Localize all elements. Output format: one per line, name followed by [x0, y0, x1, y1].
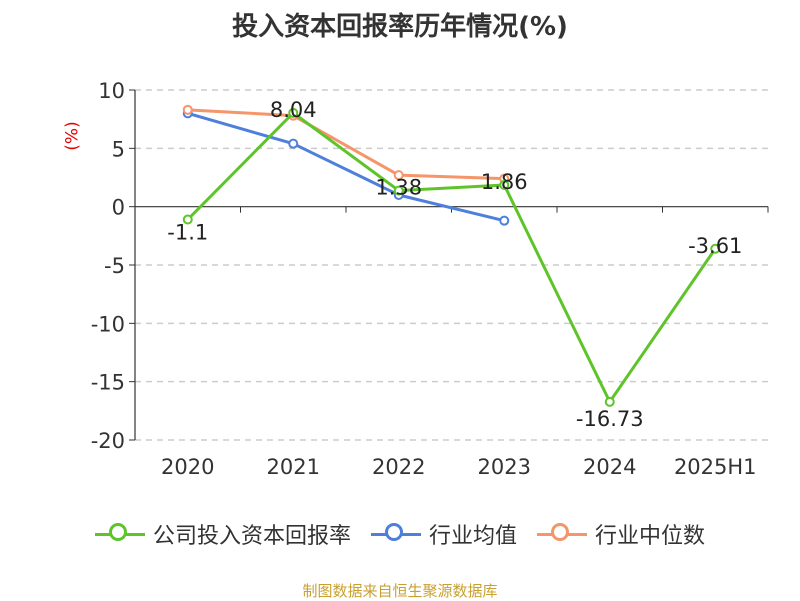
data-point-2 [393, 170, 404, 181]
legend-label-industry-mean: 行业均值 [428, 524, 517, 549]
series-line-0 [186, 111, 717, 404]
data-point-1 [288, 138, 299, 149]
legend-swatch-green-line-icon [94, 522, 145, 546]
data-point-2 [182, 104, 193, 115]
y-tick-label: -15 [91, 371, 125, 395]
x-tick-label: 2023 [478, 455, 531, 479]
x-tick-label: 2025H1 [674, 455, 757, 479]
data-label: 1.86 [481, 170, 528, 194]
legend-swatch-blue-line-icon [370, 522, 421, 546]
data-label: 1.38 [375, 176, 422, 200]
data-label: -3.61 [688, 234, 742, 258]
data-point-0 [499, 179, 510, 190]
x-tick-label: 2021 [267, 455, 320, 479]
data-point-0 [710, 243, 721, 254]
series-line-1 [187, 111, 505, 223]
data-label: -1.1 [167, 221, 208, 245]
legend-swatch-orange-line-icon [537, 522, 587, 546]
data-point-0 [604, 396, 615, 407]
y-tick-label: -10 [91, 312, 125, 336]
legend-label-company-roic: 公司投入资本回报率 [152, 524, 351, 549]
data-label: -16.73 [576, 407, 644, 431]
y-tick-label: -20 [91, 429, 125, 453]
y-tick-label: -5 [104, 254, 125, 278]
y-tick-label: 10 [98, 79, 125, 103]
legend: 公司投入资本回报率 行业均值 行业中位数 [0, 518, 800, 550]
y-tick-label: 5 [112, 137, 125, 161]
x-tick-label: 2020 [161, 455, 214, 479]
chart-title: 投入资本回报率历年情况(%) [232, 12, 568, 42]
data-point-0 [182, 214, 193, 225]
legend-label-industry-median: 行业中位数 [595, 524, 706, 549]
x-tick-label: 2024 [583, 455, 636, 479]
data-label: 8.04 [270, 98, 317, 122]
series-line-2 [187, 108, 505, 181]
data-point-0 [393, 185, 404, 196]
data-point-1 [499, 215, 510, 226]
source-note: 制图数据来自恒生聚源数据库 [302, 582, 498, 600]
legend-item-industry-median[interactable]: 行业中位数 [537, 518, 705, 550]
x-tick-label: 2022 [372, 455, 425, 479]
data-point-0 [288, 107, 299, 118]
legend-item-company-roic[interactable]: 公司投入资本回报率 [94, 518, 351, 550]
legend-item-industry-mean[interactable]: 行业均值 [370, 518, 517, 550]
y-tick-label: 0 [112, 196, 125, 220]
